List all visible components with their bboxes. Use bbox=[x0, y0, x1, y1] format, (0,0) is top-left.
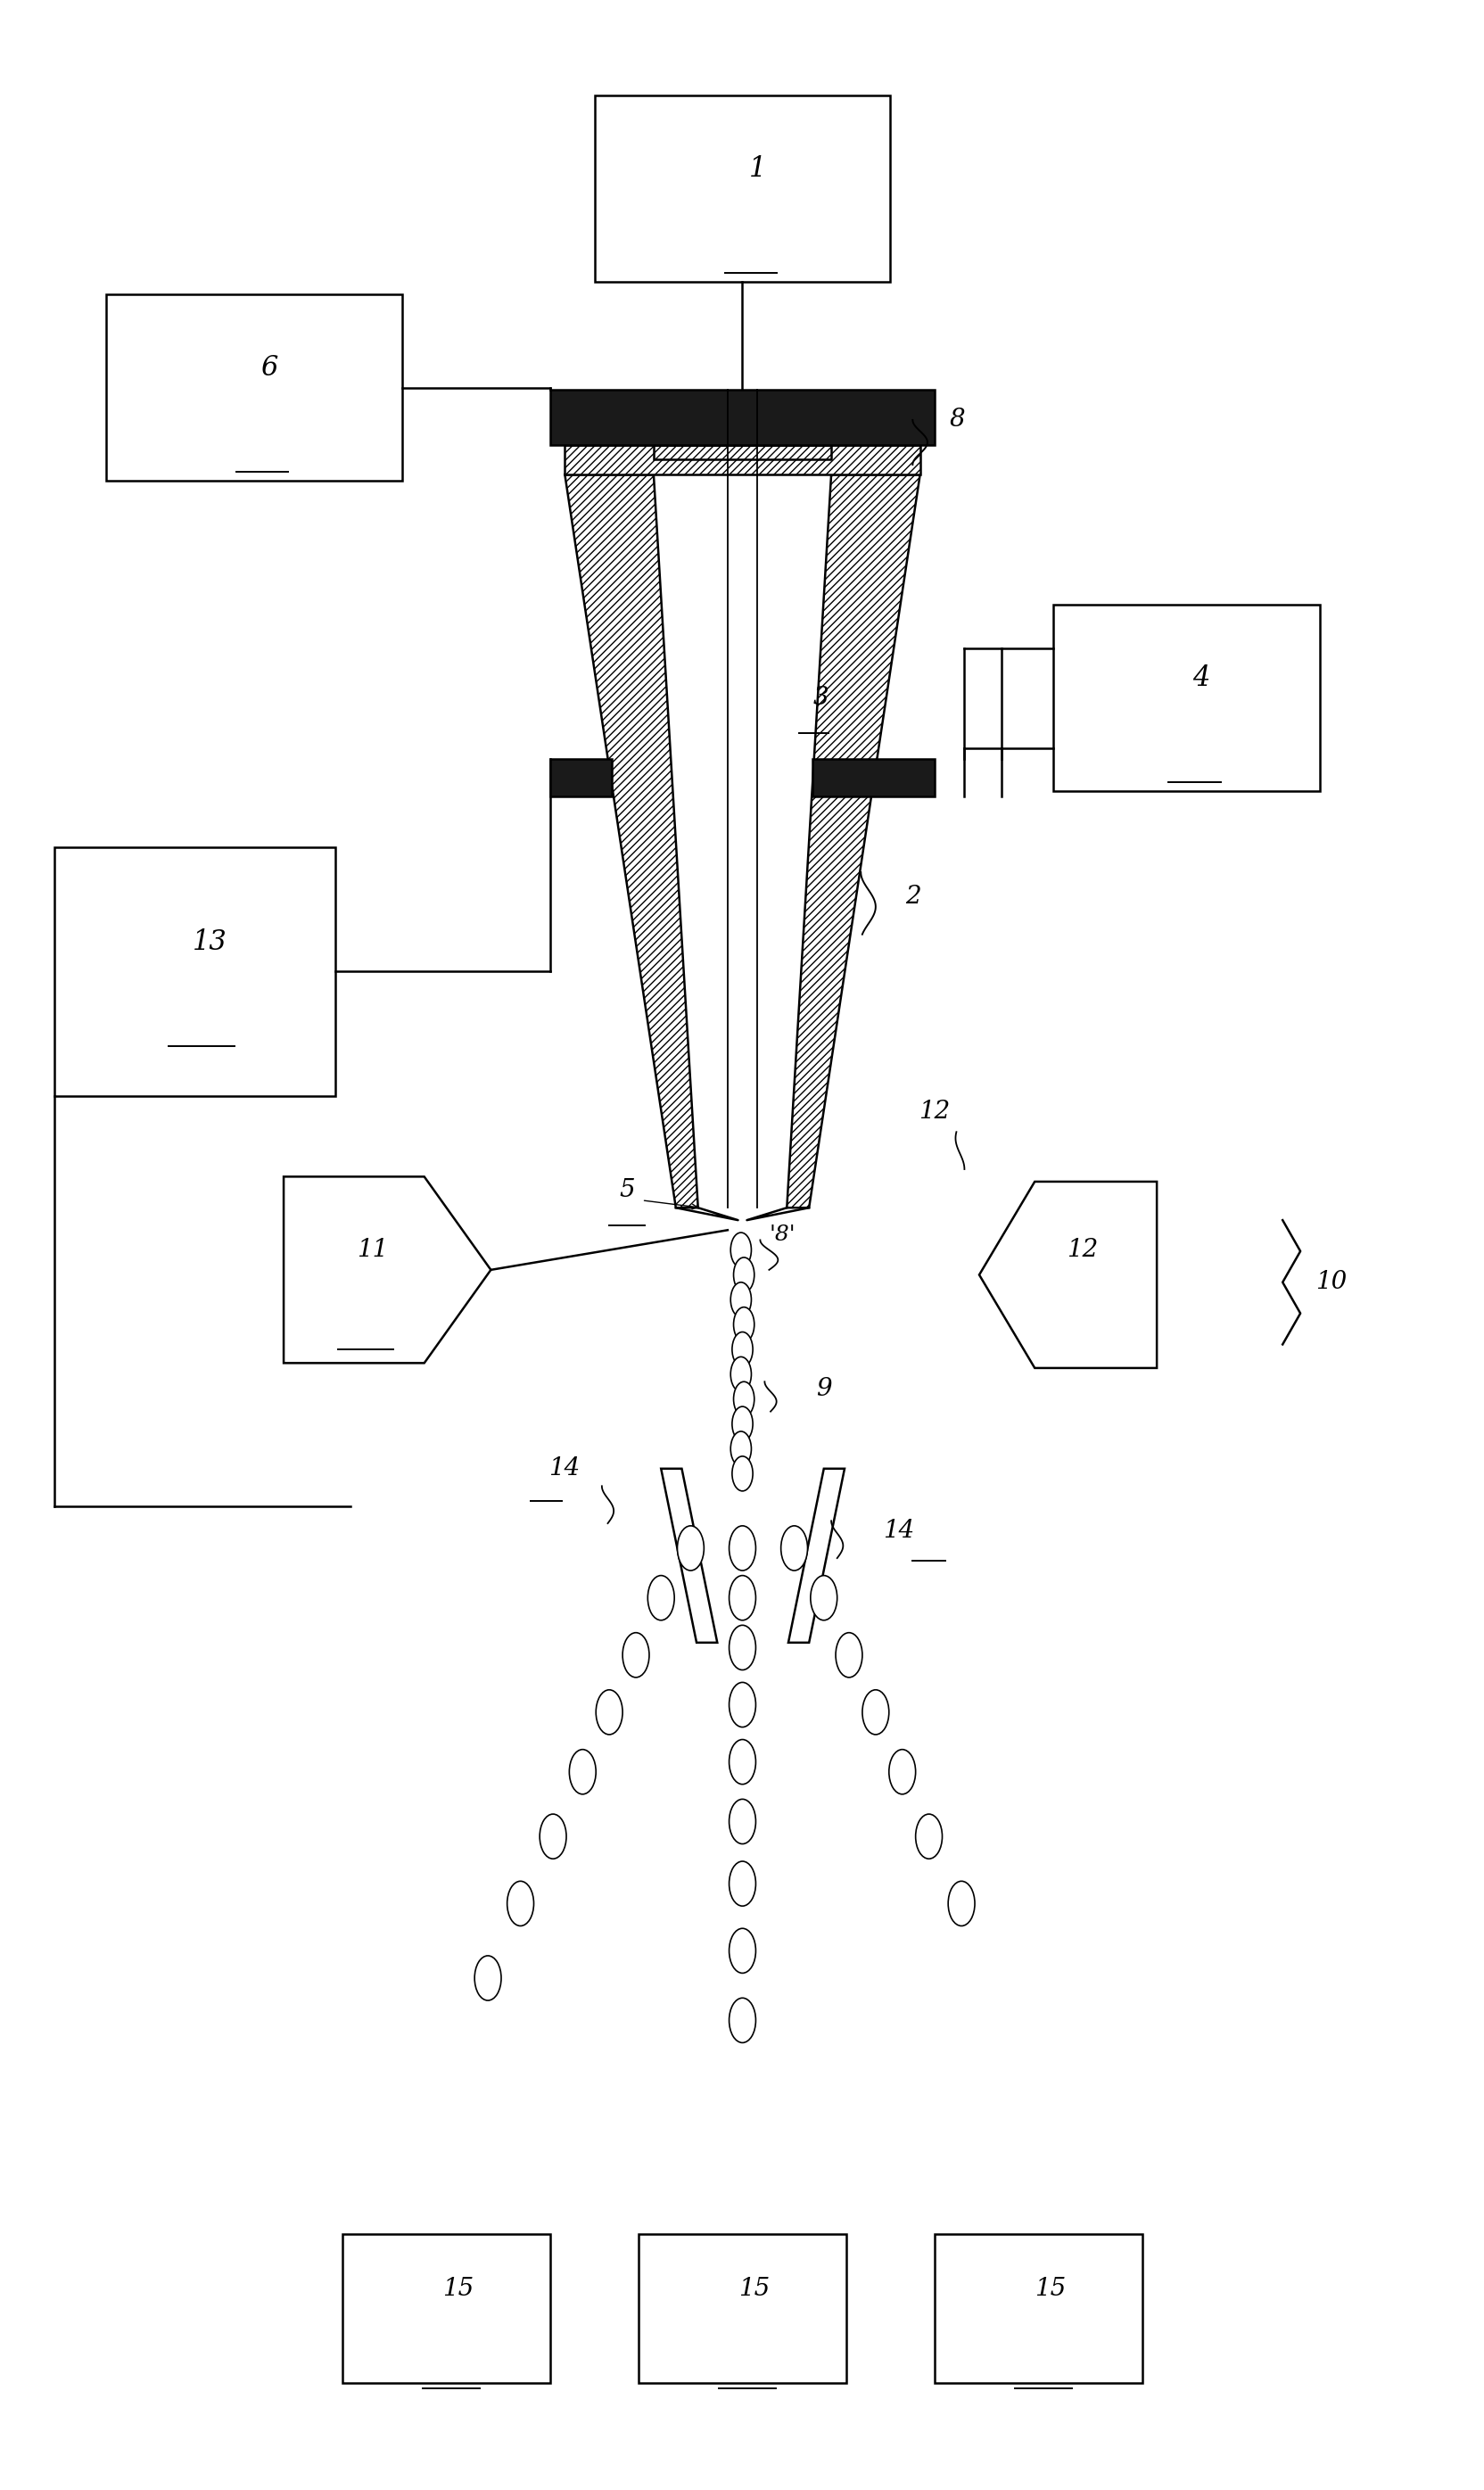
Bar bbox=[812, 759, 935, 797]
Text: 15: 15 bbox=[738, 2276, 770, 2301]
Text: 9: 9 bbox=[816, 1377, 831, 1402]
Polygon shape bbox=[564, 476, 697, 1208]
Text: 1: 1 bbox=[748, 154, 766, 182]
Circle shape bbox=[730, 1282, 751, 1317]
Circle shape bbox=[781, 1526, 807, 1571]
Circle shape bbox=[916, 1815, 942, 1860]
Circle shape bbox=[733, 1382, 754, 1417]
Circle shape bbox=[810, 1576, 837, 1621]
Circle shape bbox=[595, 1691, 622, 1736]
Text: 4: 4 bbox=[1192, 665, 1209, 692]
Text: 3: 3 bbox=[813, 687, 828, 710]
Text: 15: 15 bbox=[442, 2276, 473, 2301]
Text: 12: 12 bbox=[917, 1101, 950, 1123]
Text: 10: 10 bbox=[1315, 1270, 1346, 1295]
Text: 6: 6 bbox=[260, 354, 278, 381]
Text: 13: 13 bbox=[193, 929, 227, 956]
Circle shape bbox=[647, 1576, 674, 1621]
Polygon shape bbox=[978, 1183, 1156, 1367]
Circle shape bbox=[732, 1407, 752, 1442]
Circle shape bbox=[730, 1233, 751, 1267]
Bar bbox=[1052, 605, 1319, 792]
Text: 14: 14 bbox=[883, 1519, 914, 1544]
Text: 8: 8 bbox=[950, 408, 965, 431]
Bar bbox=[343, 2234, 549, 2383]
Circle shape bbox=[733, 1257, 754, 1292]
Circle shape bbox=[732, 1332, 752, 1367]
Bar bbox=[549, 391, 935, 446]
Circle shape bbox=[729, 1800, 755, 1845]
Bar bbox=[105, 294, 402, 481]
Polygon shape bbox=[787, 476, 920, 1208]
Circle shape bbox=[835, 1633, 862, 1678]
Circle shape bbox=[732, 1457, 752, 1492]
Bar bbox=[935, 2234, 1141, 2383]
Circle shape bbox=[508, 1880, 533, 1925]
Text: 11: 11 bbox=[356, 1238, 387, 1262]
Text: '8': '8' bbox=[769, 1225, 795, 1245]
Bar bbox=[549, 759, 611, 797]
Circle shape bbox=[729, 1927, 755, 1972]
Circle shape bbox=[622, 1633, 649, 1678]
Bar bbox=[55, 847, 335, 1096]
Circle shape bbox=[729, 1863, 755, 1905]
Circle shape bbox=[729, 1997, 755, 2042]
Circle shape bbox=[677, 1526, 703, 1571]
Bar bbox=[638, 2234, 846, 2383]
Bar bbox=[594, 95, 890, 281]
Circle shape bbox=[475, 1955, 502, 1999]
Text: 2: 2 bbox=[905, 884, 920, 909]
Polygon shape bbox=[788, 1469, 844, 1643]
Circle shape bbox=[729, 1683, 755, 1728]
Text: 12: 12 bbox=[1067, 1238, 1098, 1262]
Circle shape bbox=[730, 1432, 751, 1467]
Circle shape bbox=[729, 1576, 755, 1621]
Circle shape bbox=[539, 1815, 565, 1860]
Text: 15: 15 bbox=[1034, 2276, 1066, 2301]
Circle shape bbox=[729, 1526, 755, 1571]
Polygon shape bbox=[660, 1469, 717, 1643]
Circle shape bbox=[729, 1626, 755, 1671]
Circle shape bbox=[889, 1750, 916, 1795]
Circle shape bbox=[733, 1307, 754, 1342]
Polygon shape bbox=[564, 446, 920, 476]
Circle shape bbox=[568, 1750, 595, 1795]
Text: 5: 5 bbox=[619, 1178, 635, 1203]
Text: 14: 14 bbox=[548, 1457, 579, 1482]
Circle shape bbox=[730, 1357, 751, 1392]
Circle shape bbox=[862, 1691, 889, 1736]
Circle shape bbox=[948, 1880, 974, 1925]
Polygon shape bbox=[283, 1178, 491, 1362]
Circle shape bbox=[729, 1741, 755, 1785]
